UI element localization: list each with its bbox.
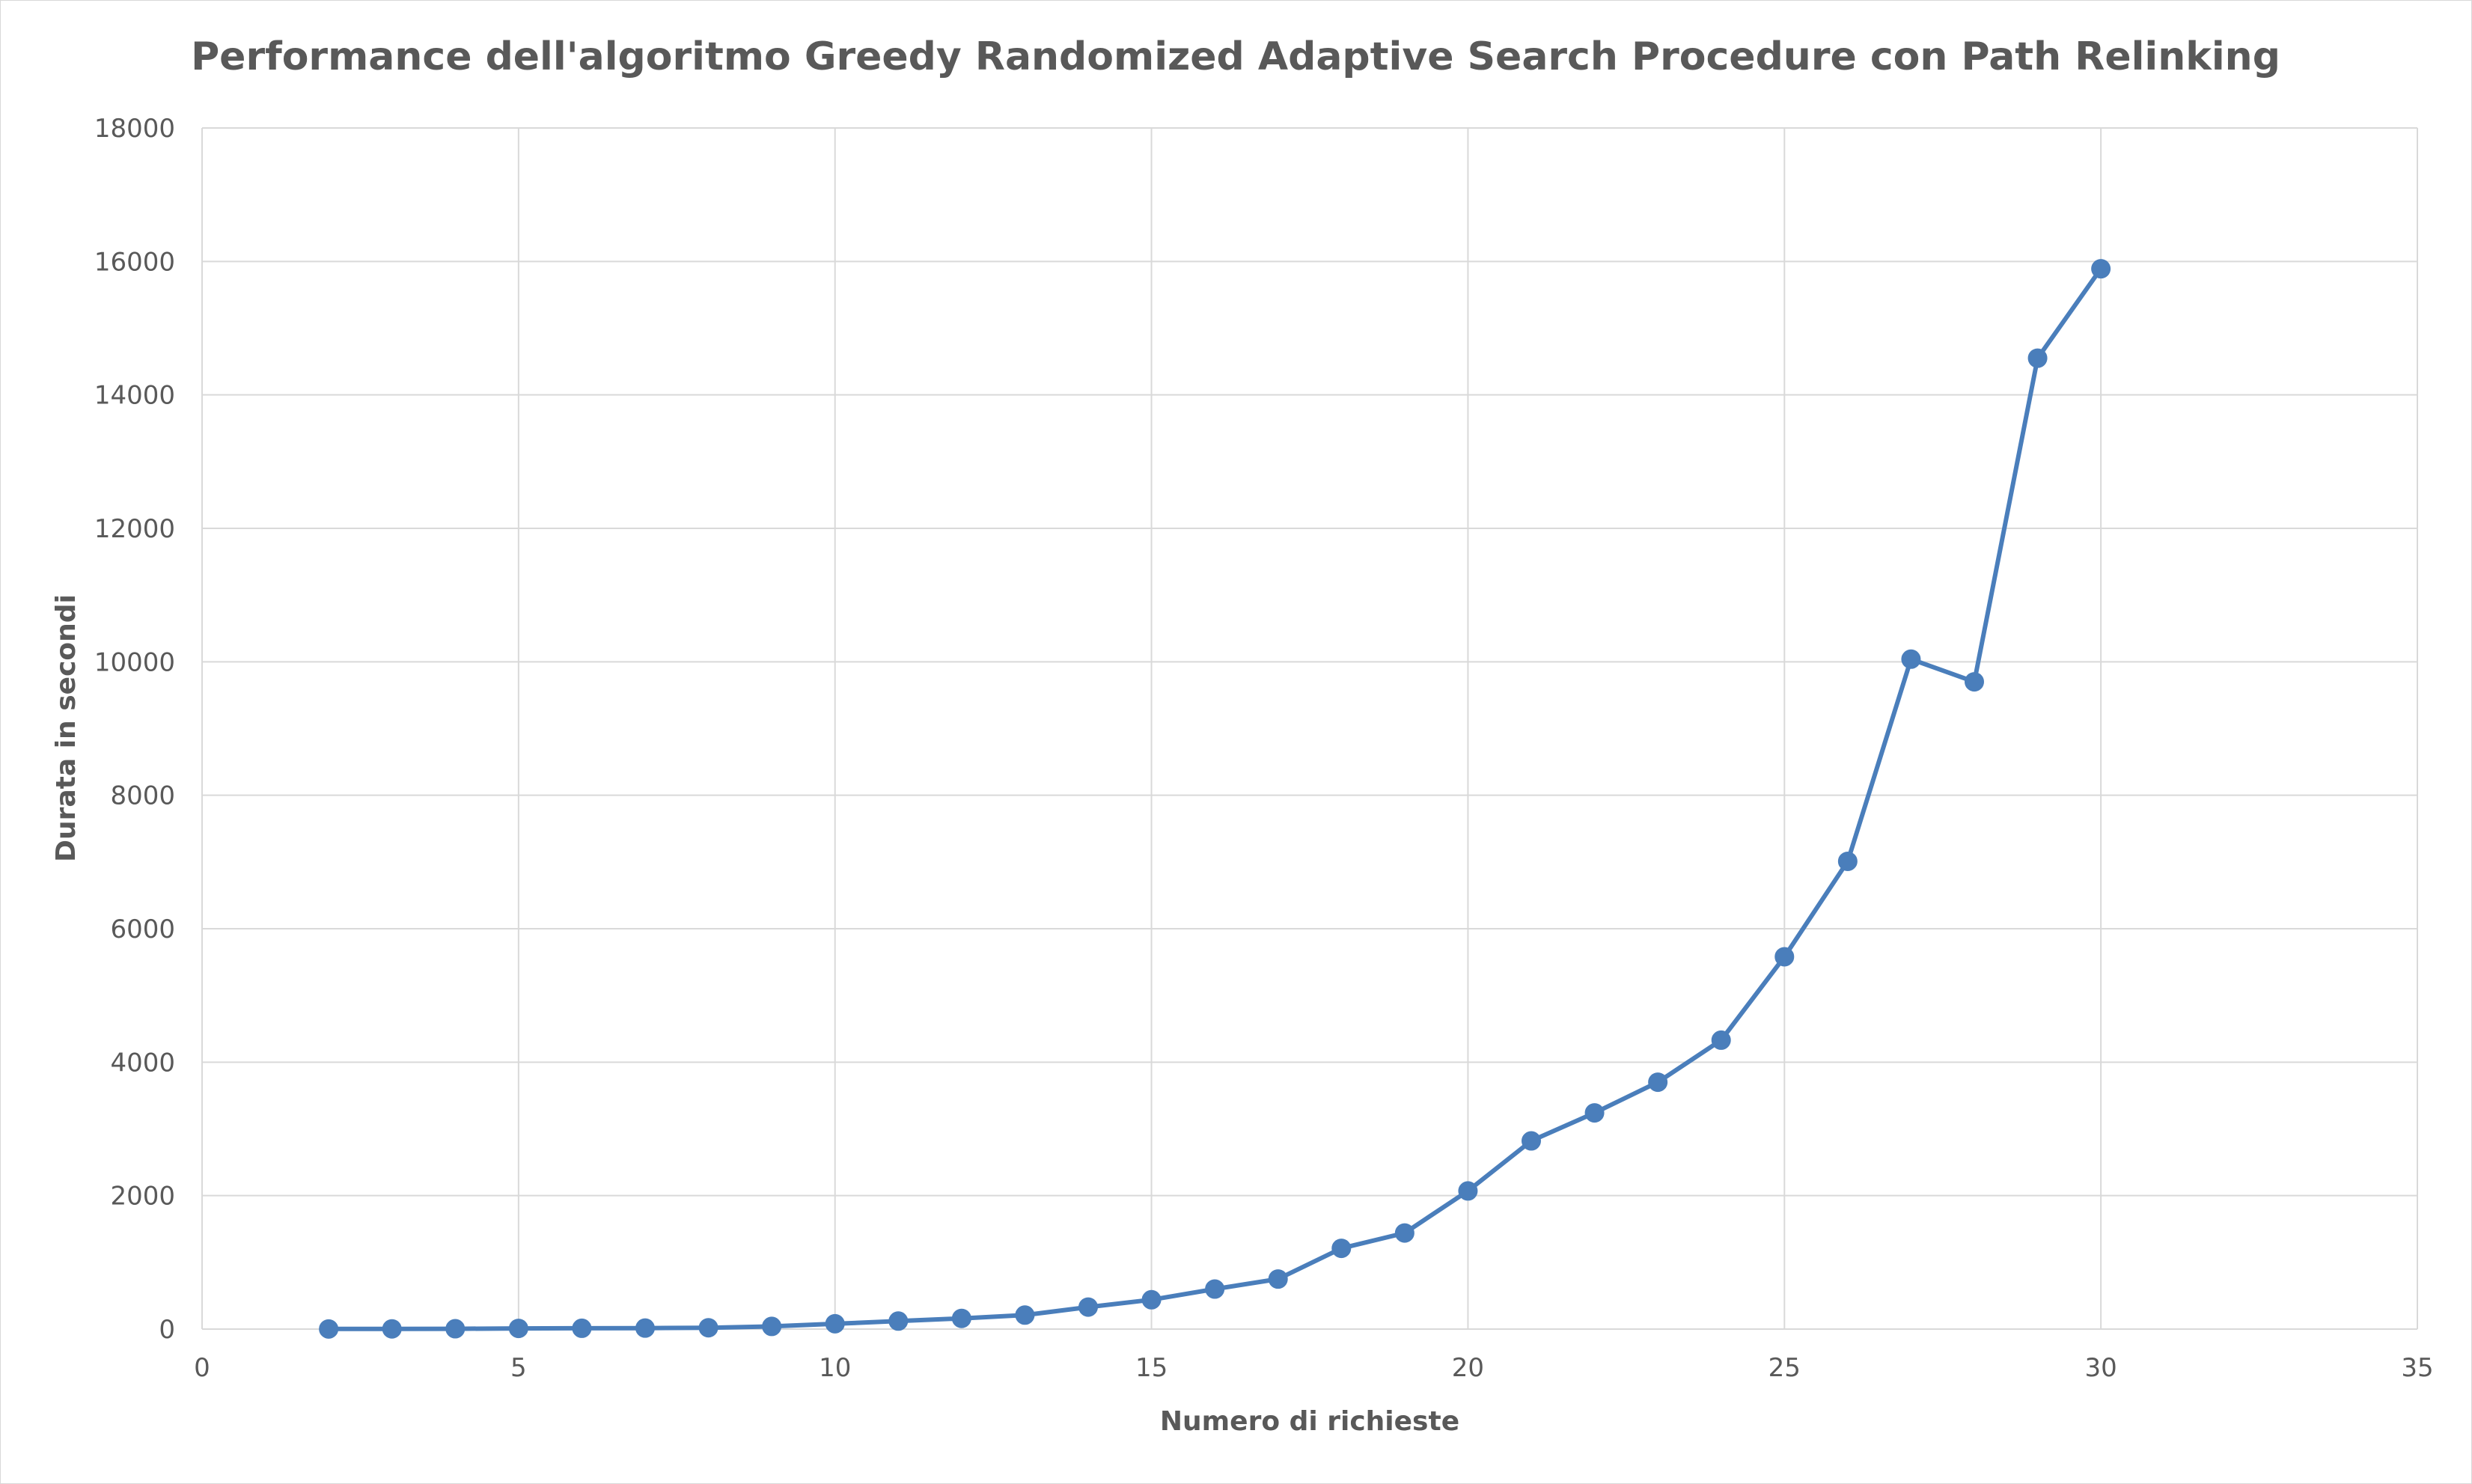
y-tick-label: 0	[159, 1315, 175, 1345]
data-point	[508, 1319, 528, 1339]
y-tick-label: 2000	[110, 1182, 175, 1212]
y-tick-label: 6000	[110, 914, 175, 944]
data-point	[1078, 1297, 1098, 1317]
data-point	[698, 1318, 718, 1338]
x-tick-label: 10	[819, 1353, 851, 1383]
x-tick-label: 30	[2085, 1353, 2117, 1383]
y-tick-label: 14000	[94, 381, 175, 411]
y-tick-label: 16000	[94, 247, 175, 277]
data-point	[445, 1319, 466, 1339]
x-tick-label: 0	[194, 1353, 210, 1383]
x-tick-label: 15	[1135, 1353, 1168, 1383]
data-point	[572, 1318, 592, 1338]
data-point	[1141, 1289, 1162, 1310]
chart-title: Performance dell'algoritmo Greedy Random…	[191, 34, 2280, 79]
data-point	[1837, 851, 1858, 871]
data-point	[1774, 947, 1795, 967]
data-point	[762, 1316, 782, 1337]
data-point	[1268, 1269, 1288, 1289]
data-point	[382, 1319, 402, 1339]
gridlines	[201, 127, 2418, 1330]
data-point	[2027, 348, 2048, 368]
data-point	[319, 1319, 339, 1339]
y-axis-title: Durata in secondi	[51, 594, 82, 862]
x-tick-label: 20	[1452, 1353, 1484, 1383]
x-tick-label: 5	[510, 1353, 527, 1383]
data-point	[1901, 649, 1921, 669]
x-tick-label: 35	[2401, 1353, 2433, 1383]
y-tick-label: 8000	[110, 781, 175, 811]
data-point	[1711, 1030, 1731, 1050]
data-point	[888, 1311, 909, 1331]
data-point	[1331, 1239, 1352, 1259]
data-point	[825, 1313, 845, 1334]
series-line	[326, 266, 2104, 1331]
data-point	[951, 1308, 971, 1328]
data-point	[1394, 1223, 1414, 1243]
data-point	[1458, 1181, 1478, 1201]
data-point	[1965, 672, 1984, 692]
y-tick-label: 10000	[94, 647, 175, 677]
data-point	[1015, 1305, 1035, 1325]
y-tick-label: 4000	[110, 1048, 175, 1078]
data-point	[1205, 1279, 1225, 1299]
y-tick-labels: 0 2000 4000 6000 8000 10000 12000 14000 16000 180…	[94, 114, 175, 1345]
data-point	[2091, 259, 2111, 279]
x-tick-label: 25	[1768, 1353, 1801, 1383]
x-axis-title: Numero di richieste	[1160, 1406, 1459, 1437]
series-layer	[319, 259, 2111, 1339]
data-point	[1522, 1131, 1541, 1151]
y-tick-label: 12000	[94, 514, 175, 544]
data-point	[1584, 1103, 1605, 1123]
data-point	[1648, 1072, 1668, 1093]
x-tick-labels: 0 5 10 15 20 25 30 35	[194, 1353, 2433, 1383]
y-tick-label: 18000	[94, 114, 175, 144]
data-point	[635, 1318, 655, 1338]
